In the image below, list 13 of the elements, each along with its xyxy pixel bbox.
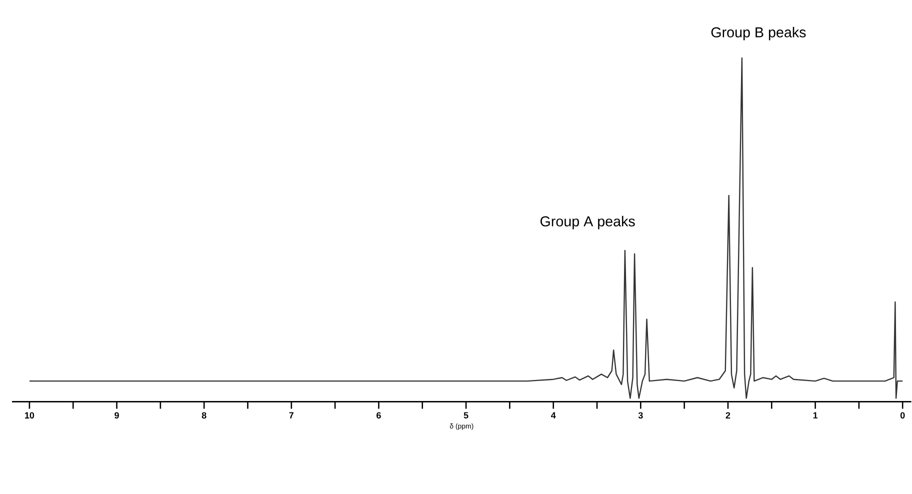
x-tick-label: 6 [376,412,381,419]
x-tick-label: 0 [900,412,905,419]
x-tick-label: 9 [114,412,119,419]
x-tick-label: 2 [726,412,730,419]
x-tick-label: 5 [464,412,468,419]
x-tick-label: 3 [638,412,643,419]
x-tick-label: 10 [25,412,34,419]
x-tick-label: 1 [813,412,818,419]
x-tick-label: 8 [202,412,206,419]
text: Group B peaks [711,27,806,40]
x-tick-label: 7 [289,412,294,419]
annotation: Group A peaks [540,216,635,230]
x-tick-label: 4 [550,412,556,419]
